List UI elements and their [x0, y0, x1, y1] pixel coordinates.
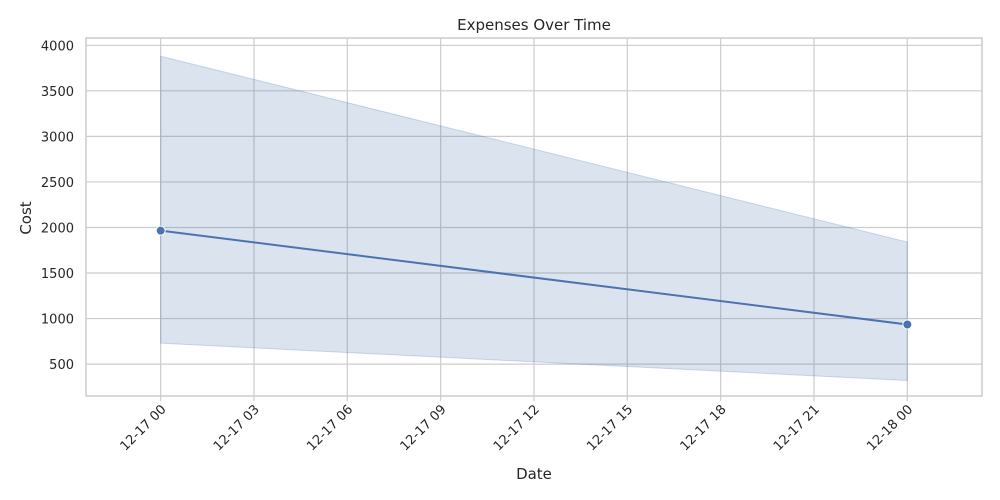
data-point: [903, 320, 912, 329]
x-tick-label: 12-17 21: [771, 402, 823, 454]
y-tick-label: 2000: [41, 221, 74, 236]
x-tick-label: 12-18 00: [864, 402, 916, 454]
x-axis-ticks: 12-17 00 12-17 03 12-17 06 12-17 09 12-17 12…: [118, 396, 917, 454]
y-axis-ticks: 500 1000 1500 2000 2500 3000 3500 4000: [41, 39, 74, 373]
y-tick-label: 4000: [41, 39, 74, 54]
x-tick-label: 12-17 00: [118, 402, 170, 454]
x-tick-label: 12-17 09: [398, 402, 450, 454]
y-tick-label: 2500: [41, 176, 74, 191]
x-tick-label: 12-17 18: [678, 402, 730, 454]
chart-title: Expenses Over Time: [457, 16, 611, 34]
x-tick-label: 12-17 06: [304, 402, 356, 454]
data-point: [156, 226, 165, 235]
x-tick-label: 12-17 03: [211, 402, 263, 454]
x-tick-label: 12-17 15: [584, 402, 636, 454]
x-axis-label: Date: [516, 465, 552, 483]
y-tick-label: 500: [49, 358, 74, 373]
y-tick-label: 1500: [41, 267, 74, 282]
y-tick-label: 3500: [41, 85, 74, 100]
y-axis-label: Cost: [17, 201, 35, 234]
y-tick-label: 3000: [41, 130, 74, 145]
x-tick-label: 12-17 12: [491, 402, 543, 454]
y-tick-label: 1000: [41, 313, 74, 328]
